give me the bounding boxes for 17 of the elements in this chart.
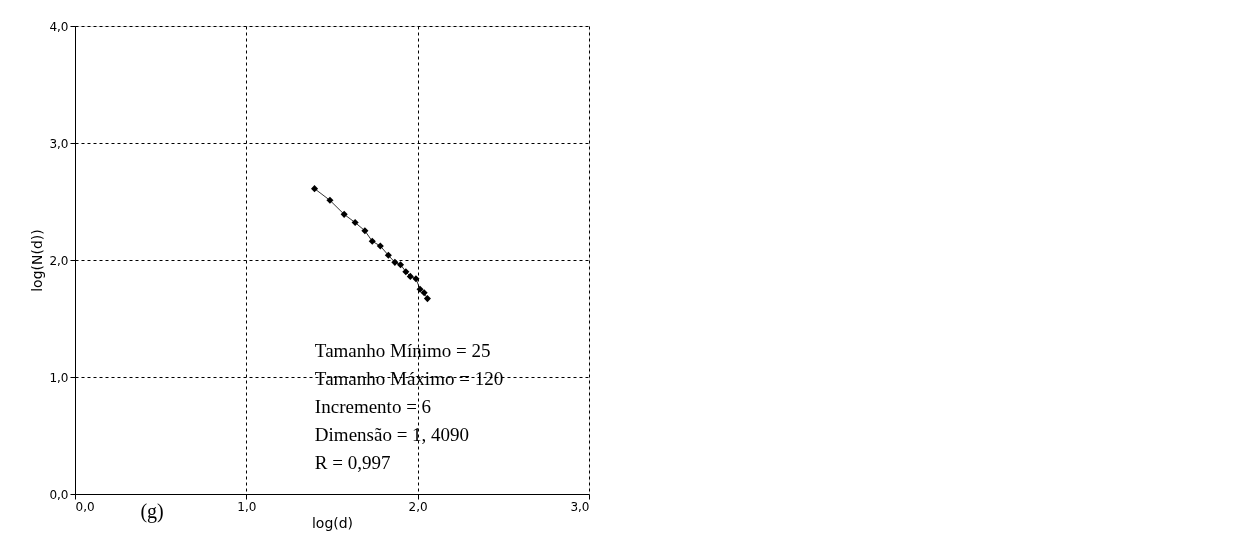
annotation: Tamanho Máximo = 120 xyxy=(314,368,504,390)
x-tick-label: 2,0 xyxy=(408,499,428,514)
annotation: Incremento = 6 xyxy=(314,396,432,418)
annotation: Dimensão = 1, 4090 xyxy=(314,424,470,446)
y-tick-label: 2,0 xyxy=(49,253,69,268)
x-tick-label: 0,0 xyxy=(75,499,95,514)
annotation: Tamanho Mínimo = 25 xyxy=(314,340,491,362)
y-tick-label: 3,0 xyxy=(49,136,69,151)
y-tick-label: 1,0 xyxy=(49,370,69,385)
y-tick-label: 0,0 xyxy=(49,487,69,502)
y-axis-title: log(N(d)) xyxy=(29,229,46,292)
x-tick-label: 3,0 xyxy=(570,499,590,514)
text: (g) xyxy=(140,500,164,523)
x-axis-title: log(d) xyxy=(311,514,354,531)
annotation: R = 0,997 xyxy=(314,452,391,474)
x-tick-label: 1,0 xyxy=(237,499,257,514)
y-tick-label: 4,0 xyxy=(49,19,69,34)
